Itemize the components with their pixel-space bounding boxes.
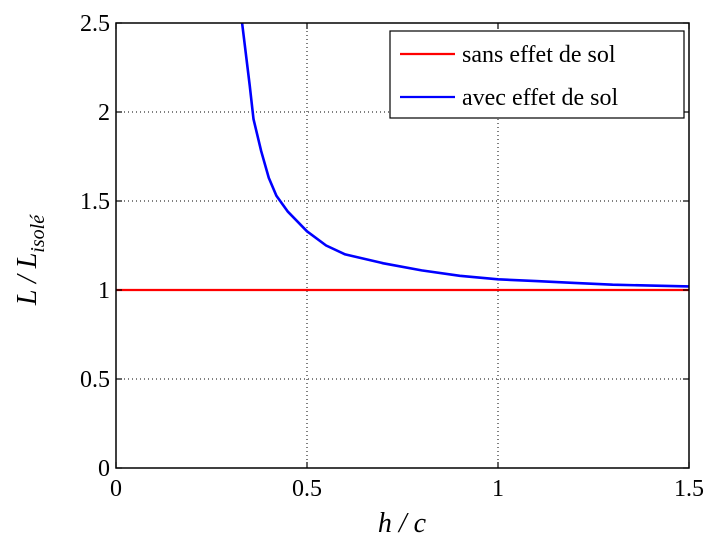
x-axis-label: h / c — [378, 508, 427, 539]
ticks — [115, 22, 690, 469]
legend-box — [389, 30, 685, 119]
x-tick-label: 1 — [492, 476, 504, 502]
legend-label-avec-effet: avec effet de sol — [462, 85, 618, 111]
y-tick-label: 2 — [98, 100, 110, 126]
legend-label-sans-effet: sans effet de sol — [462, 42, 616, 68]
y-axis-label: L / Lisolé — [12, 214, 49, 306]
y-axis-label-main: L / L — [12, 253, 43, 306]
series-line-2 — [240, 22, 690, 288]
tick-labels: 0 0.5 1 1.5 0 0.5 1 1.5 2 2.5 — [80, 11, 704, 502]
legend: sans effet de sol avec effet de sol — [389, 30, 685, 119]
y-tick-label: 1.5 — [80, 189, 110, 215]
x-tick-label: 0 — [110, 476, 122, 502]
x-tick-label: 1.5 — [674, 476, 704, 502]
y-axis-label-sub: isolé — [27, 214, 49, 253]
series-layer — [116, 22, 690, 292]
plot-frame — [115, 22, 690, 469]
y-tick-label: 1 — [98, 278, 110, 304]
y-tick-label: 0.5 — [80, 367, 110, 393]
y-tick-label: 2.5 — [80, 11, 110, 37]
x-tick-label: 0.5 — [292, 476, 322, 502]
y-tick-label: 0 — [98, 456, 110, 482]
